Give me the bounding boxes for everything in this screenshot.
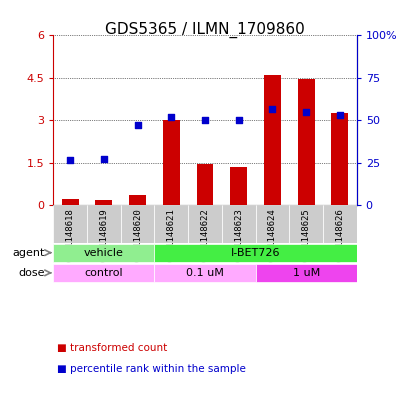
Bar [95, 200, 112, 206]
Text: ■ percentile rank within the sample: ■ percentile rank within the sample [57, 364, 246, 375]
Bar [53, 244, 154, 262]
Bar [297, 79, 314, 206]
Point [336, 112, 342, 118]
Text: control: control [84, 268, 123, 278]
Text: GSM1148625: GSM1148625 [301, 208, 310, 262]
Text: ■ transformed count: ■ transformed count [57, 343, 167, 353]
Bar [87, 206, 120, 242]
Bar [230, 167, 247, 206]
Text: I-BET726: I-BET726 [230, 248, 280, 258]
Point [134, 121, 141, 128]
Bar [162, 120, 179, 206]
Bar [322, 206, 356, 242]
Bar [330, 113, 347, 206]
Point [268, 106, 275, 112]
Text: agent: agent [12, 248, 45, 258]
Text: 1 uM: 1 uM [292, 268, 319, 278]
Bar [221, 206, 255, 242]
Bar [196, 164, 213, 206]
Point [235, 117, 241, 123]
Text: GSM1148626: GSM1148626 [335, 208, 344, 262]
Text: GSM1148624: GSM1148624 [267, 208, 276, 262]
Point [67, 157, 73, 163]
Text: GSM1148619: GSM1148619 [99, 208, 108, 262]
Bar [53, 206, 87, 242]
Bar [188, 206, 221, 242]
Text: 0.1 uM: 0.1 uM [186, 268, 223, 278]
Text: GSM1148620: GSM1148620 [133, 208, 142, 262]
Bar [53, 264, 154, 282]
Bar [129, 195, 146, 206]
Text: GSM1148623: GSM1148623 [234, 208, 243, 262]
Bar [120, 206, 154, 242]
Text: GSM1148621: GSM1148621 [166, 208, 175, 262]
Text: dose: dose [18, 268, 45, 278]
Point [168, 114, 174, 121]
Point [201, 117, 208, 123]
Bar [255, 206, 289, 242]
Text: vehicle: vehicle [84, 248, 124, 258]
Bar [263, 75, 280, 206]
Text: GSM1148622: GSM1148622 [200, 208, 209, 262]
Bar [154, 206, 188, 242]
Text: GDS5365 / ILMN_1709860: GDS5365 / ILMN_1709860 [105, 22, 304, 38]
Point [100, 156, 107, 162]
Bar [62, 199, 79, 206]
Bar [255, 264, 356, 282]
Text: GSM1148618: GSM1148618 [65, 208, 74, 262]
Bar [289, 206, 322, 242]
Bar [154, 264, 255, 282]
Bar [154, 244, 356, 262]
Point [302, 109, 309, 115]
